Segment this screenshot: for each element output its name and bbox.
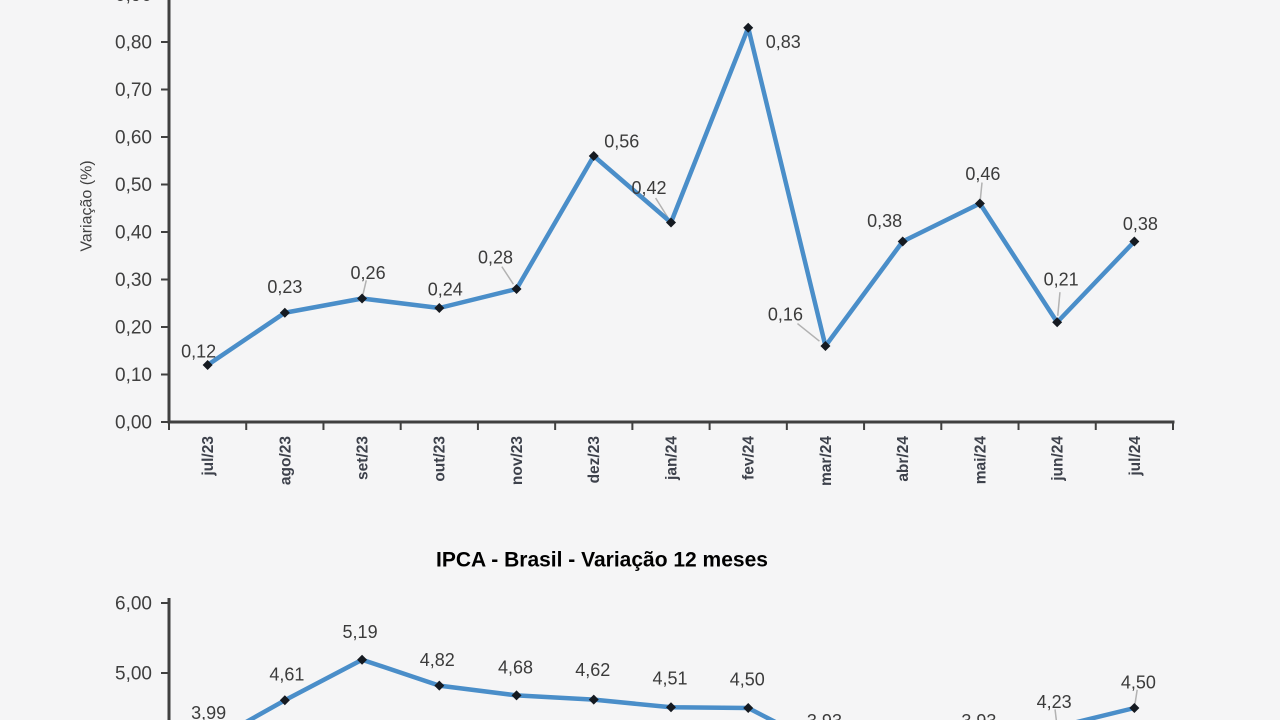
point-marker (511, 690, 522, 701)
point-label: 4,23 (1037, 692, 1072, 712)
point-label: 0,23 (267, 277, 302, 297)
point-marker (665, 217, 676, 228)
x-axis-tick-label: jan/24 (663, 436, 680, 481)
point-label: 3,93 (961, 711, 996, 720)
label-leader-line (1054, 709, 1058, 720)
point-marker (279, 695, 290, 706)
label-leader-line (654, 197, 669, 218)
point-label: 0,16 (768, 304, 803, 324)
y-axis-title: Variação (%) (79, 160, 96, 251)
x-axis-tick-label: fev/24 (741, 436, 758, 480)
point-marker (1129, 703, 1140, 713)
y-axis-tick-label: 0,30 (115, 270, 152, 291)
point-label: 0,26 (351, 263, 386, 283)
point-marker (897, 236, 908, 247)
point-marker (974, 198, 985, 209)
y-axis-tick-label: 0,20 (115, 318, 152, 339)
point-marker (1129, 236, 1140, 247)
label-leader-line (362, 280, 368, 295)
chart-monthly-variation: 0,00 0,10 0,20 0,30 0,40 0,50 0,60 0,70 0,80 0,90… (79, 0, 1175, 486)
point-marker (1052, 317, 1063, 328)
point-marker (202, 360, 213, 370)
x-axis-tick-label: mai/24 (972, 436, 989, 485)
point-label: 0,28 (478, 247, 513, 267)
point-label: 4,82 (420, 650, 455, 670)
point-label: 0,24 (428, 279, 463, 299)
point-marker (357, 654, 368, 665)
point-marker (743, 703, 754, 713)
x-axis-tick-label: abr/24 (895, 436, 912, 482)
point-marker (820, 341, 831, 351)
point-label: 4,50 (1121, 672, 1156, 692)
point-marker (279, 307, 290, 318)
point-marker (434, 303, 445, 313)
point-marker (434, 680, 445, 691)
point-label: 4,61 (269, 665, 304, 685)
x-axis-tick-label: jun/24 (1050, 436, 1067, 482)
point-label: 0,38 (1123, 214, 1158, 234)
x-axis-tick-label: jul/24 (1127, 436, 1144, 477)
point-label: 0,56 (604, 131, 639, 151)
point-label: 0,38 (867, 211, 902, 231)
point-marker (588, 694, 599, 705)
series-line (205, 25, 1137, 368)
point-label: 4,51 (652, 669, 687, 689)
y-axis-tick-label: 0,80 (115, 33, 152, 54)
point-marker (665, 702, 676, 713)
chart-title: IPCA - Brasil - Variação 12 meses (436, 548, 768, 571)
y-axis-tick-label: 0,60 (115, 128, 152, 149)
point-label: 4,50 (730, 669, 765, 689)
point-label: 5,19 (343, 622, 378, 642)
point-label: 0,21 (1044, 270, 1079, 290)
y-axis-tick-label: 0,00 (115, 413, 152, 434)
point-label: 0,46 (965, 164, 1000, 184)
y-axis-tick-label: 6,00 (115, 594, 152, 615)
y-axis-tick-label: 5,00 (115, 664, 152, 685)
point-label: 3,93 (807, 711, 842, 720)
label-leader-line (796, 323, 820, 342)
point-label: 0,42 (631, 178, 666, 198)
point-label: 0,12 (181, 341, 216, 361)
label-leader-line (979, 182, 983, 200)
point-marker (588, 151, 599, 161)
point-label: 4,68 (498, 658, 533, 678)
y-axis-tick-label: 0,50 (115, 175, 152, 196)
point-label: 3,99 (191, 703, 226, 720)
x-axis-tick-label: jul/23 (200, 436, 217, 477)
x-axis-tick-label: out/23 (432, 436, 449, 482)
point-label: 4,62 (575, 660, 610, 680)
label-leader-line (1056, 292, 1061, 316)
x-axis-tick-label: dez/23 (586, 436, 603, 484)
y-axis-tick-label: 0,10 (115, 365, 152, 386)
x-axis-tick-label: set/23 (355, 436, 372, 480)
label-leader-line (501, 266, 515, 285)
y-axis-tick-label: 0,70 (115, 80, 152, 101)
chart-12-month-variation: IPCA - Brasil - Variação 12 meses 6,00 5,0… (115, 548, 1156, 720)
label-leader-line (1134, 689, 1138, 705)
x-axis-tick-label: mar/24 (818, 436, 835, 486)
y-axis-tick-label: 0,90 (115, 0, 152, 6)
point-marker (511, 284, 522, 294)
x-axis-tick-label: nov/23 (509, 436, 526, 485)
point-marker (743, 22, 754, 33)
y-axis-tick-label: 0,40 (115, 223, 152, 244)
point-label: 0,83 (766, 32, 801, 52)
point-marker (357, 293, 368, 304)
x-axis-tick-label: ago/23 (277, 436, 294, 485)
